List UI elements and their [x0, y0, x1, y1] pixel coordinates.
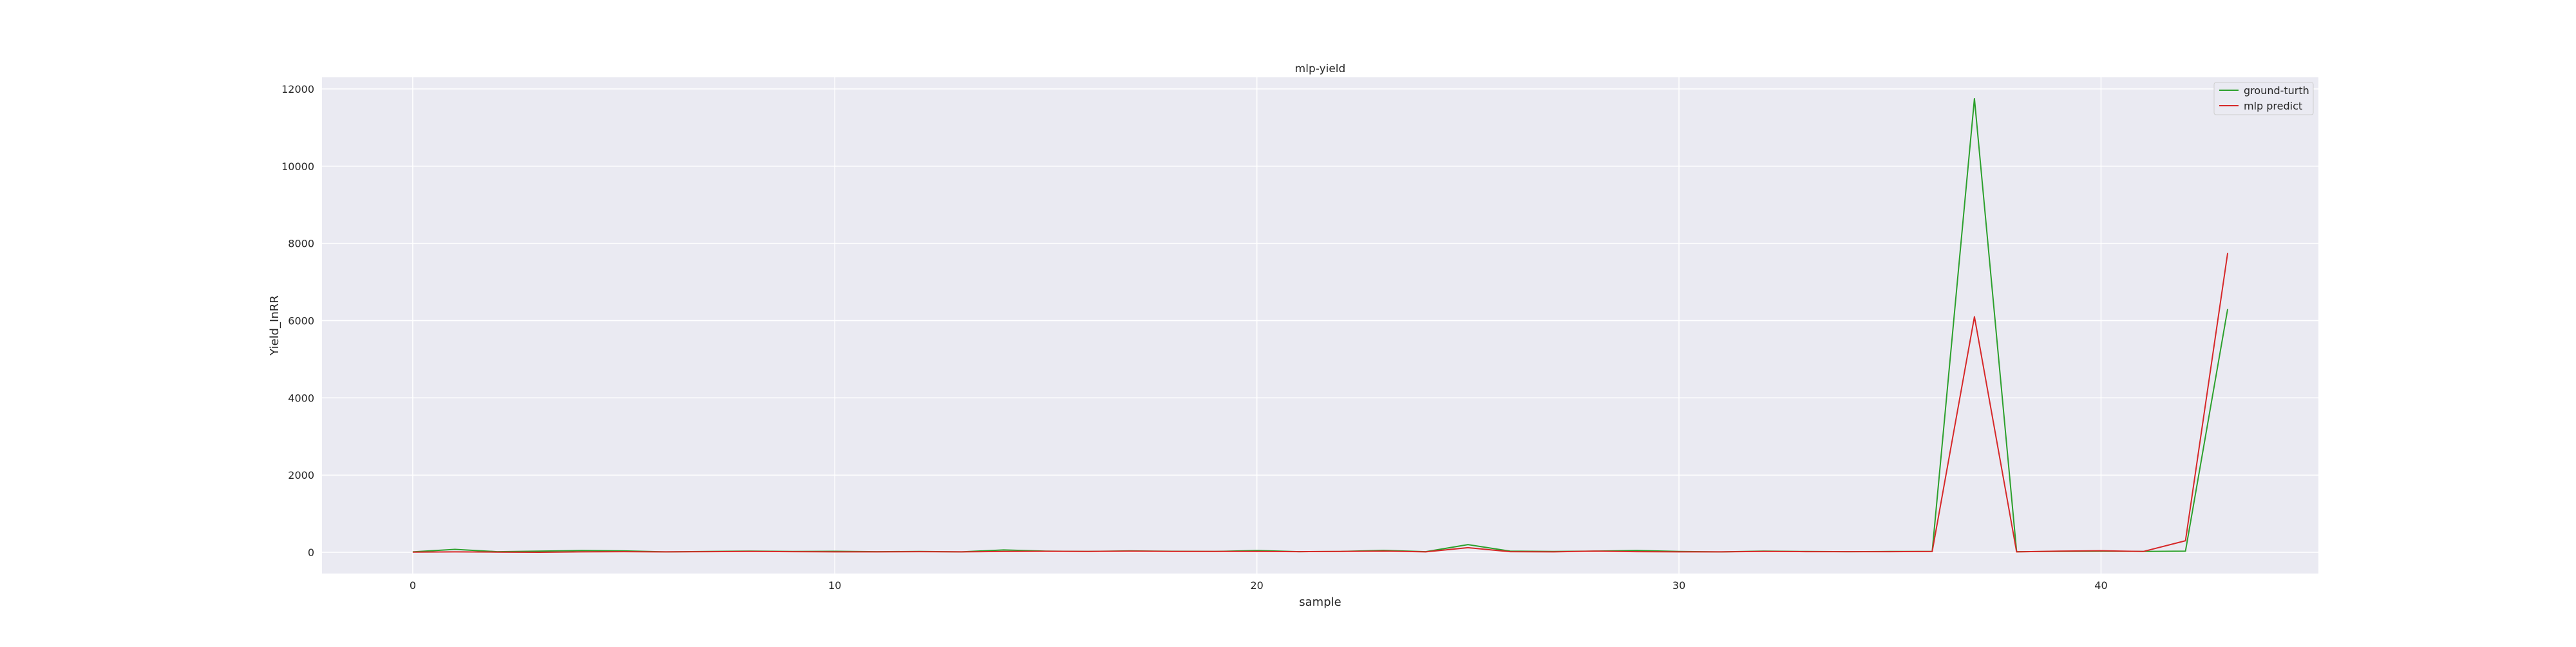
tick-labels: 0 10 20 30 40 0 2000 4000 6000 8000 10000 12000	[281, 83, 2108, 592]
y-axis-label: Yield_InRR	[268, 295, 281, 356]
y-tick-label: 12000	[281, 83, 314, 95]
legend-box	[2213, 82, 2314, 115]
y-tick-label: 6000	[288, 315, 314, 327]
y-tick-label: 8000	[288, 238, 314, 250]
x-tick-label: 20	[1251, 579, 1264, 592]
legend: ground-turth mlp predict	[2213, 82, 2314, 115]
plot-background	[322, 77, 2318, 574]
x-tick-label: 30	[1672, 579, 1685, 592]
chart-title: mlp-yield	[1295, 63, 1346, 75]
y-tick-label: 10000	[281, 160, 314, 173]
y-tick-label: 4000	[288, 392, 314, 404]
x-tick-label: 40	[2094, 579, 2107, 592]
x-tick-label: 0	[410, 579, 416, 592]
y-tick-label: 2000	[288, 469, 314, 481]
series-lines	[412, 98, 2229, 553]
legend-label-ground-turth: ground-turth	[2244, 84, 2309, 97]
legend-label-mlp-predict: mlp predict	[2244, 100, 2302, 112]
x-axis-label: sample	[1299, 595, 1341, 609]
x-tick-label: 10	[828, 579, 841, 592]
y-tick-label: 0	[308, 546, 314, 559]
series-line-mlp-predict	[412, 253, 2229, 553]
